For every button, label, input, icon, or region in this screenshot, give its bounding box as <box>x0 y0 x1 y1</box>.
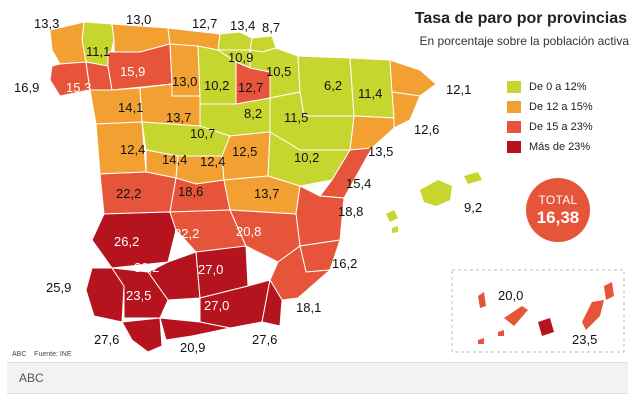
label-alicante: 16,2 <box>332 256 357 271</box>
label-pontevedra: 15,3 <box>66 80 91 95</box>
label-malaga: 20,9 <box>180 340 205 355</box>
label-burgos: 10,2 <box>204 78 229 93</box>
province-vizcaya <box>217 31 253 51</box>
label-leon: 15,9 <box>120 64 145 79</box>
island-la-palma <box>478 292 486 308</box>
map-title: Tasa de paro por provincias <box>414 10 627 27</box>
canary-islands <box>478 282 614 344</box>
province-malaga <box>159 317 231 341</box>
label-cordoba: 30,2 <box>134 260 159 275</box>
province-almeria <box>261 278 283 327</box>
label-huelva: 25,9 <box>46 280 71 295</box>
label-badajoz: 26,2 <box>114 234 139 249</box>
map-subtitle: En porcentaje sobre la población activa <box>419 34 629 48</box>
island-lanzarote <box>604 282 614 300</box>
label-lugo: 11,1 <box>86 44 110 59</box>
legend: De 0 a 12% De 12 a 15% De 15 a 23% Más d… <box>507 77 593 157</box>
label-teruel: 10,2 <box>294 150 319 165</box>
label-barcelona: 12,6 <box>414 122 439 137</box>
balearic-islands <box>386 172 482 233</box>
label-segovia: 10,7 <box>190 126 215 141</box>
label-navarra: 10,5 <box>266 64 291 79</box>
legend-label: De 0 a 12% <box>529 81 587 93</box>
island-el-hierro <box>478 338 484 344</box>
label-coruna: 13,3 <box>34 16 59 31</box>
province-cordoba <box>147 251 201 301</box>
island-ibiza <box>386 210 398 222</box>
label-madrid: 12,4 <box>200 154 225 169</box>
legend-swatch <box>507 81 521 93</box>
legend-swatch <box>507 121 521 133</box>
label-guadalajara: 12,5 <box>232 144 257 159</box>
island-gran-canaria <box>538 318 554 336</box>
province-cadiz <box>121 317 163 353</box>
label-castellon: 15,4 <box>346 176 371 191</box>
label-granada: 27,0 <box>204 298 229 313</box>
island-tenerife <box>504 306 528 326</box>
label-murcia: 18,1 <box>296 300 321 315</box>
label-asturias: 13,0 <box>126 12 151 27</box>
label-alava: 10,9 <box>228 50 253 65</box>
label-palencia: 13,0 <box>172 74 197 89</box>
label-caceres: 22,2 <box>116 186 141 201</box>
label-lleida: 11,4 <box>358 86 382 101</box>
label-salamanca: 12,4 <box>120 142 145 157</box>
total-badge: TOTAL 16,38 <box>526 178 590 242</box>
label-albacete: 20,8 <box>236 224 261 239</box>
province-castellon <box>319 147 373 199</box>
province-girona <box>389 59 437 97</box>
caption-bar: ABC <box>7 362 628 394</box>
label-larioja: 12,7 <box>238 80 263 95</box>
label-cantabria: 12,7 <box>192 16 217 31</box>
label-cadiz: 27,6 <box>94 332 119 347</box>
island-mallorca <box>420 180 452 206</box>
province-barcelona <box>391 91 421 129</box>
legend-swatch <box>507 101 521 113</box>
label-valencia: 18,8 <box>338 204 363 219</box>
island-fuerteventura <box>582 300 604 330</box>
island-formentera <box>392 226 398 233</box>
label-cuenca: 13,7 <box>254 186 279 201</box>
label-huesca: 6,2 <box>324 78 342 93</box>
label-tarragona: 13,5 <box>368 144 393 159</box>
caption-text: ABC <box>19 371 44 385</box>
label-pontevedra-coast: 16,9 <box>14 80 39 95</box>
label-zaragoza: 11,5 <box>284 110 308 125</box>
label-soria: 8,2 <box>244 106 262 121</box>
legend-item-high: De 15 a 23% <box>507 117 593 137</box>
island-menorca <box>464 172 482 184</box>
legend-label: De 12 a 15% <box>529 101 593 113</box>
label-valladolid: 13,7 <box>166 110 191 125</box>
total-value: 16,38 <box>536 208 580 227</box>
label-vizcaya: 13,4 <box>230 18 255 33</box>
legend-item-very-high: Más de 23% <box>507 137 593 157</box>
island-la-gomera <box>498 330 504 336</box>
label-ciudadreal: 22,2 <box>174 226 199 241</box>
label-sevilla: 23,5 <box>126 288 151 303</box>
total-label: TOTAL <box>538 193 578 207</box>
label-toledo: 18,6 <box>178 184 203 199</box>
label-almeria: 27,6 <box>252 332 277 347</box>
legend-swatch <box>507 141 521 153</box>
legend-label: De 15 a 23% <box>529 121 593 133</box>
label-guipuzcoa: 8,7 <box>262 20 280 35</box>
label-laspalmas: 20,0 <box>498 288 523 303</box>
legend-item-low: De 0 a 12% <box>507 77 593 97</box>
label-jaen: 27,0 <box>198 262 223 277</box>
label-baleares: 9,2 <box>464 200 482 215</box>
label-girona: 12,1 <box>446 82 471 97</box>
label-tenerife: 23,5 <box>572 332 597 347</box>
label-avila: 14,4 <box>162 152 187 167</box>
canary-inset-frame <box>451 269 625 353</box>
label-zamora: 14,1 <box>118 100 143 115</box>
legend-label: Más de 23% <box>529 141 591 153</box>
legend-item-mid: De 12 a 15% <box>507 97 593 117</box>
source-credit: ABC Fuente: INE <box>12 351 72 358</box>
